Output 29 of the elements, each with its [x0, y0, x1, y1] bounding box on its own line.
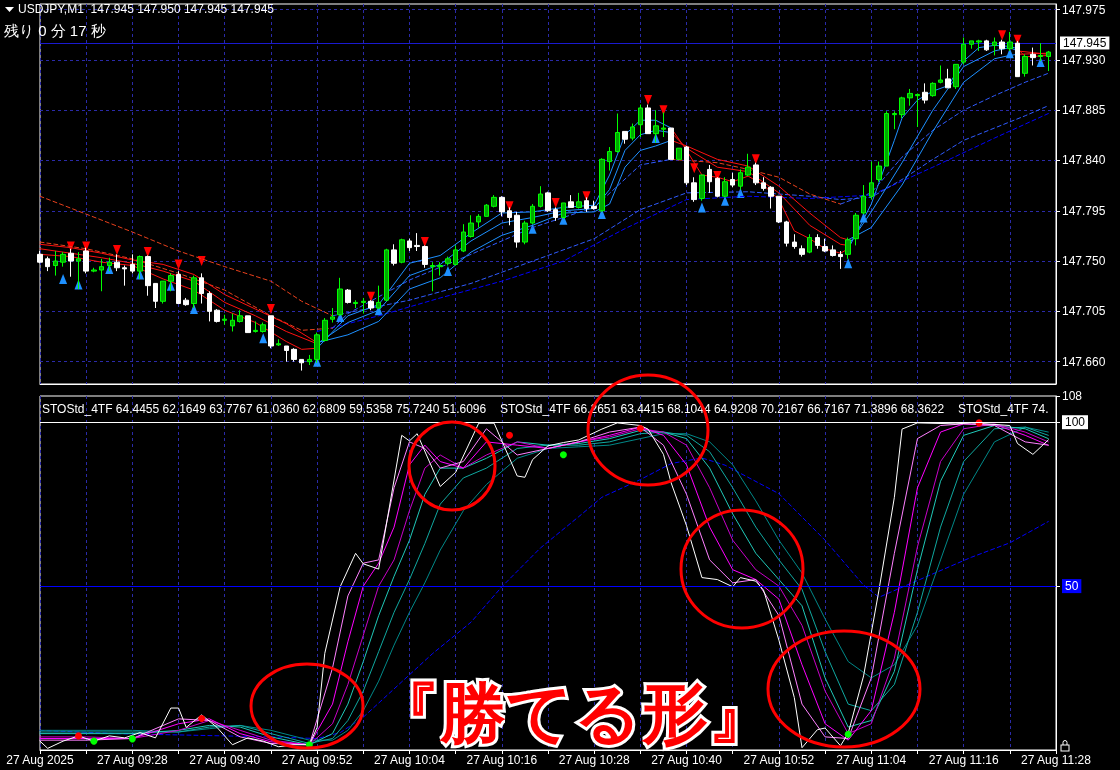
annotation: STOStd_4TF 64.4455 62.1649 63.7767 61.0360 62.6809 59.5358 75.7240 51.6096 — [42, 402, 487, 416]
x-tick-label: 27 Aug 09:40 — [189, 753, 261, 767]
y-tick-label: 147.660 — [1062, 354, 1106, 369]
annotation: 『勝てる形』 — [374, 674, 774, 752]
x-tick-label: 27 Aug 10:52 — [743, 753, 815, 767]
x-tick-label: 27 Aug 09:52 — [281, 753, 353, 767]
y-tick-label: 100 — [1065, 415, 1086, 430]
x-tick-label: 27 Aug 10:28 — [558, 753, 630, 767]
y-tick-label: 147.705 — [1062, 304, 1106, 319]
y-tick-label: 108 — [1062, 389, 1083, 403]
y-tick-label: 147.750 — [1062, 254, 1106, 269]
y-tick-label: 147.840 — [1062, 153, 1106, 168]
x-tick-label: 27 Aug 2025 — [6, 753, 75, 767]
x-tick-label: 27 Aug 11:04 — [836, 753, 907, 767]
chart-title: USDJPY,M1 147.945 147.950 147.945 147.945 — [18, 2, 275, 16]
annotation: 残り 0 分 17 秒 — [4, 21, 106, 39]
annotation: STOStd_4TF 74. — [958, 402, 1049, 416]
x-tick-label: 27 Aug 11:28 — [1021, 753, 1092, 767]
y-tick-label: 50 — [1065, 579, 1079, 594]
y-tick-label: 147.795 — [1062, 203, 1106, 218]
x-tick-label: 27 Aug 11:16 — [928, 753, 999, 767]
x-tick-label: 27 Aug 09:28 — [97, 753, 169, 767]
x-tick-label: 27 Aug 10:40 — [651, 753, 723, 767]
ref-line-label: 147.945 — [1063, 36, 1107, 51]
y-tick-label: 147.975 — [1062, 2, 1106, 17]
y-tick-label: 147.885 — [1062, 103, 1106, 118]
x-tick-label: 27 Aug 10:16 — [466, 753, 538, 767]
x-tick-label: 27 Aug 10:04 — [374, 753, 446, 767]
y-tick-label: 147.930 — [1062, 52, 1106, 67]
